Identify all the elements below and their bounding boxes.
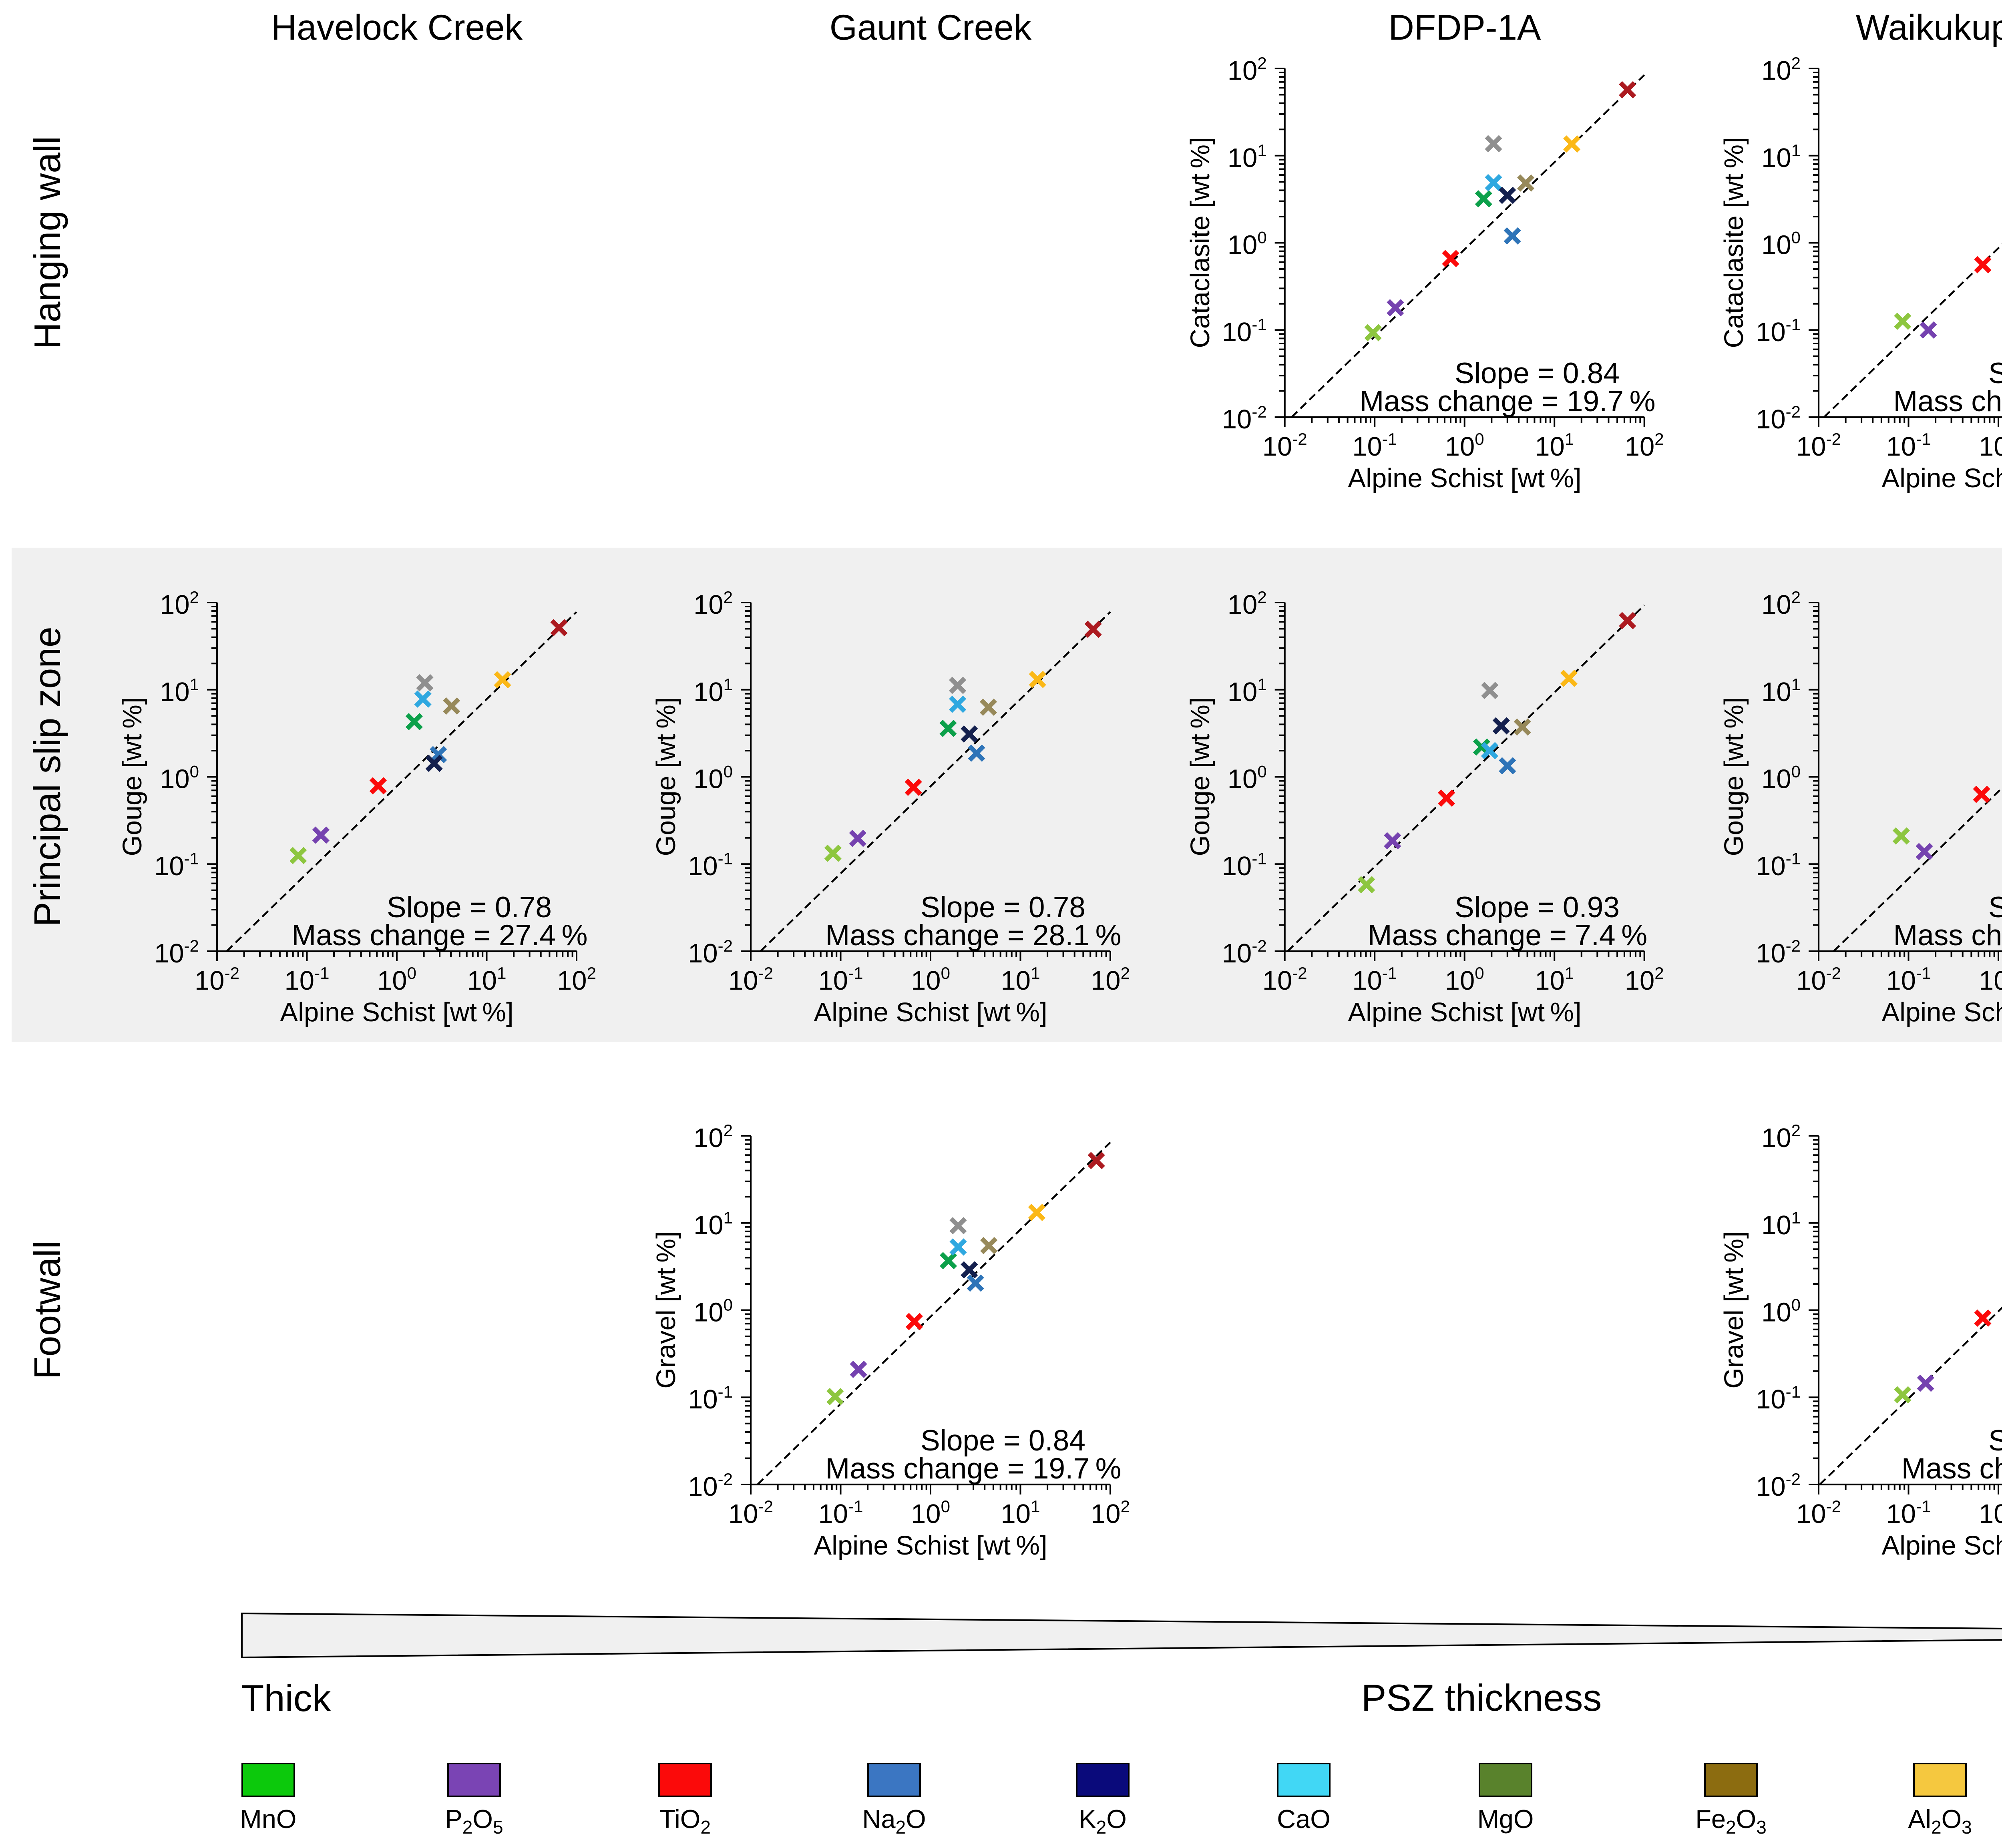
svg-text:10-2: 10-2 (1796, 430, 1841, 462)
svg-text:100: 100 (911, 964, 950, 996)
svg-text:Na2​O: Na2​O (862, 1804, 926, 1838)
svg-text:Slope = 0.84: Slope = 0.84 (1455, 357, 1620, 390)
svg-text:Gouge [wt %]: Gouge [wt %] (117, 697, 147, 856)
svg-text:101: 101 (693, 1208, 733, 1240)
svg-text:10-2: 10-2 (1262, 964, 1307, 996)
svg-text:Gouge [wt %]: Gouge [wt %] (1185, 697, 1215, 856)
svg-text:Slope = 0.93: Slope = 0.93 (1455, 891, 1620, 924)
svg-text:Gouge [wt %]: Gouge [wt %] (651, 697, 681, 856)
svg-text:10-2: 10-2 (1796, 964, 1841, 996)
svg-text:Mass change = 19.7 %: Mass change = 19.7 % (1360, 385, 1656, 418)
svg-text:Mass change = 27.4 %: Mass change = 27.4 % (292, 919, 588, 952)
svg-text:Footwall: Footwall (26, 1241, 68, 1379)
svg-text:MnO: MnO (240, 1804, 297, 1834)
svg-text:DFDP-1A: DFDP-1A (1389, 7, 1541, 47)
svg-text:MgO: MgO (1477, 1804, 1534, 1834)
svg-text:Gravel [wt %]: Gravel [wt %] (1719, 1231, 1749, 1388)
svg-text:Mass change = 15.6 %: Mass change = 15.6 % (1893, 385, 2002, 418)
svg-text:Slope = 0.84: Slope = 0.84 (921, 1424, 1085, 1457)
svg-text:Slope = 0.68: Slope = 0.68 (1988, 891, 2002, 924)
svg-text:Alpine Schist [wt %]: Alpine Schist [wt %] (1881, 1531, 2002, 1561)
svg-text:Gouge [wt %]: Gouge [wt %] (1719, 697, 1749, 856)
svg-text:10-1: 10-1 (1352, 430, 1397, 462)
svg-text:Waikukupa Thrust: Waikukupa Thrust (1856, 7, 2002, 47)
svg-text:Alpine Schist [wt %]: Alpine Schist [wt %] (814, 1531, 1047, 1561)
svg-text:100: 100 (1979, 430, 2002, 462)
svg-text:Alpine Schist [wt %]: Alpine Schist [wt %] (1881, 463, 2002, 493)
svg-text:PSZ thickness: PSZ thickness (1361, 1677, 1602, 1719)
svg-text:Alpine Schist [wt %]: Alpine Schist [wt %] (1348, 463, 1581, 493)
svg-text:CaO: CaO (1277, 1804, 1331, 1834)
svg-text:Alpine Schist [wt %]: Alpine Schist [wt %] (814, 997, 1047, 1027)
svg-text:Slope = 0.97: Slope = 0.97 (1988, 1424, 2002, 1457)
svg-text:Principal slip zone: Principal slip zone (26, 627, 68, 927)
svg-text:Hanging wall: Hanging wall (26, 136, 68, 349)
svg-text:Mass change = 7.4 %: Mass change = 7.4 % (1368, 919, 1647, 952)
svg-text:100: 100 (911, 1497, 950, 1529)
svg-text:Alpine Schist [wt %]: Alpine Schist [wt %] (280, 997, 513, 1027)
svg-text:100: 100 (1445, 964, 1484, 996)
svg-text:Mass change = 28.1 %: Mass change = 28.1 % (826, 919, 1122, 952)
svg-text:Gaunt Creek: Gaunt Creek (830, 7, 1032, 47)
svg-text:Mass change = 19.7 %: Mass change = 19.7 % (826, 1452, 1122, 1485)
svg-text:Cataclasite [wt %]: Cataclasite [wt %] (1185, 137, 1215, 348)
svg-text:Slope = 0.78: Slope = 0.78 (387, 891, 552, 924)
svg-text:Mass change = 47.0 %: Mass change = 47.0 % (1893, 919, 2002, 952)
svg-text:Havelock Creek: Havelock Creek (271, 7, 523, 47)
svg-text:Alpine Schist [wt %]: Alpine Schist [wt %] (1881, 997, 2002, 1027)
svg-text:10-2: 10-2 (1756, 1470, 1801, 1502)
svg-text:10-2: 10-2 (688, 1470, 733, 1502)
svg-text:102: 102 (557, 964, 596, 996)
svg-text:102: 102 (1625, 964, 1664, 996)
svg-text:Slope = 0.78: Slope = 0.78 (921, 891, 1085, 924)
svg-text:10-1: 10-1 (818, 964, 863, 996)
svg-text:Slope = 0.87: Slope = 0.87 (1988, 357, 2002, 390)
svg-text:101: 101 (1761, 141, 1801, 173)
svg-text:Alpine Schist [wt %]: Alpine Schist [wt %] (1348, 997, 1581, 1027)
svg-text:101: 101 (693, 675, 733, 707)
svg-text:Mass change = 3.2 %: Mass change = 3.2 % (1901, 1452, 2002, 1485)
svg-text:Cataclasite [wt %]: Cataclasite [wt %] (1719, 137, 1749, 348)
svg-text:Thick: Thick (241, 1677, 332, 1719)
svg-text:100: 100 (1979, 1497, 2002, 1529)
svg-text:100: 100 (1979, 964, 2002, 996)
svg-text:Gravel [wt %]: Gravel [wt %] (651, 1231, 681, 1388)
